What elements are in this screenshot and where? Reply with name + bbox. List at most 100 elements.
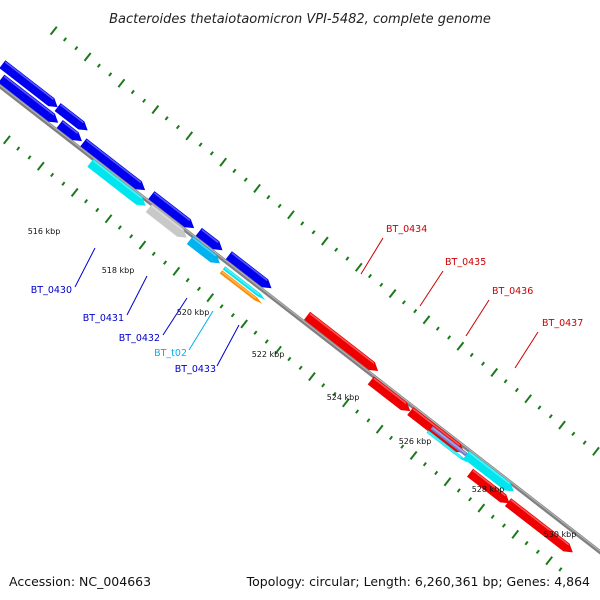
tick-mark [524, 394, 532, 404]
rna-gene [463, 450, 514, 492]
tick-mark [503, 379, 508, 384]
tick-mark [196, 286, 201, 292]
trna-gene [186, 236, 220, 264]
tick-mark [582, 440, 587, 445]
tick-mark [230, 312, 235, 318]
reverse-gene-shine [472, 469, 506, 497]
tick-mark [558, 420, 566, 430]
rna-gene-shine [427, 431, 462, 459]
tick-mark [96, 63, 101, 68]
tick-mark [287, 210, 295, 220]
gene-leader-line [216, 324, 240, 367]
tick-mark [27, 155, 32, 160]
tick-mark [209, 151, 214, 156]
kbp-tick-label: 530 kbp [544, 530, 577, 539]
gene-label: BT_0431 [83, 313, 124, 324]
kbp-tick-label: 528 kbp [472, 485, 505, 494]
genome-summary-text: Topology: circular; Length: 6,260,361 bp… [246, 574, 590, 589]
tick-mark [300, 221, 305, 226]
tick-mark [84, 199, 88, 204]
tick-mark [400, 444, 405, 449]
tick-mark [535, 549, 540, 555]
forward-gene [195, 227, 223, 251]
tick-mark [274, 345, 282, 355]
tick-mark [456, 341, 465, 351]
forward-gene [54, 103, 88, 131]
tick-mark [592, 446, 600, 456]
gene-leader-line [360, 237, 384, 275]
tick-mark [253, 183, 261, 194]
pseudogene [145, 204, 187, 238]
reverse-gene [367, 376, 411, 412]
tick-mark [355, 409, 360, 414]
forward-gene-shine [85, 139, 142, 184]
reverse-gene-shine [510, 499, 570, 546]
forward-gene [0, 74, 59, 123]
tick-mark [243, 177, 248, 182]
tick-mark [524, 540, 529, 546]
tick-mark [480, 361, 486, 366]
gene-leader-line [162, 297, 188, 336]
tick-mark [277, 203, 282, 209]
tick-mark [545, 556, 553, 566]
genome-backbone-highlight [0, 84, 600, 552]
pseudogene-shine [151, 205, 183, 231]
forward-gene [148, 191, 195, 229]
tick-mark [311, 230, 316, 235]
tick-mark [142, 98, 147, 103]
rna-gene-shine [468, 451, 511, 485]
forward-gene-shine [4, 61, 54, 100]
gene-leader-line [514, 331, 539, 369]
tick-mark [206, 293, 215, 303]
rrna-gene [219, 270, 262, 304]
tick-mark [74, 45, 79, 51]
tick-mark [129, 234, 134, 239]
tick-mark [163, 260, 168, 265]
rna-gene-shine [224, 267, 260, 295]
reverse-gene [467, 468, 510, 504]
tick-mark [298, 365, 303, 371]
reverse-gene-shine [309, 313, 375, 364]
tick-mark [548, 414, 553, 419]
gene-label: BT_0437 [542, 318, 583, 329]
reverse-gene-shine [373, 377, 407, 404]
tick-mark [379, 282, 384, 288]
gene-leader-line [465, 299, 490, 337]
reverse-gene [504, 498, 573, 553]
tick-mark [558, 567, 563, 572]
label-layer: 516 kbp 518 kbp 520 kbp 522 kbp 524 kbp 526 k… [28, 224, 584, 539]
tick-mark [172, 266, 181, 276]
kbp-tick-label: 516 kbp [28, 227, 61, 236]
tick-mark [321, 383, 326, 388]
tick-mark [401, 300, 406, 305]
tick-mark [266, 194, 271, 200]
forward-gene-shine [62, 121, 79, 134]
tick-mark [95, 207, 100, 213]
tick-mark [342, 398, 350, 408]
forward-gene-shine [201, 229, 219, 244]
tick-mark [117, 225, 122, 230]
rna-gene [426, 430, 468, 463]
tick-mark [443, 477, 452, 487]
tick-mark [83, 52, 92, 62]
forward-gene [80, 138, 146, 191]
tick-mark [514, 387, 519, 393]
tick-mark [308, 371, 316, 382]
accession-text: Accession: NC_004663 [9, 574, 151, 589]
map-title: Bacteroides thetaiotaomicron VPI-5482, c… [109, 12, 491, 27]
tick-mark [413, 308, 418, 314]
kbp-tick-label: 518 kbp [102, 266, 135, 275]
forward-gene [56, 120, 82, 142]
gene-label: BT_0436 [492, 286, 533, 297]
tick-mark [108, 72, 113, 77]
tick-mark [511, 529, 520, 539]
tick-mark [456, 488, 461, 493]
tick-mark [537, 405, 542, 410]
tick-mark [130, 89, 135, 95]
tick-mark [469, 352, 474, 358]
tick-mark [49, 26, 58, 36]
gene-label: BT_0432 [119, 333, 160, 344]
gene-leader-line [74, 247, 96, 288]
tick-mark [138, 240, 147, 250]
tick-mark [36, 161, 45, 171]
